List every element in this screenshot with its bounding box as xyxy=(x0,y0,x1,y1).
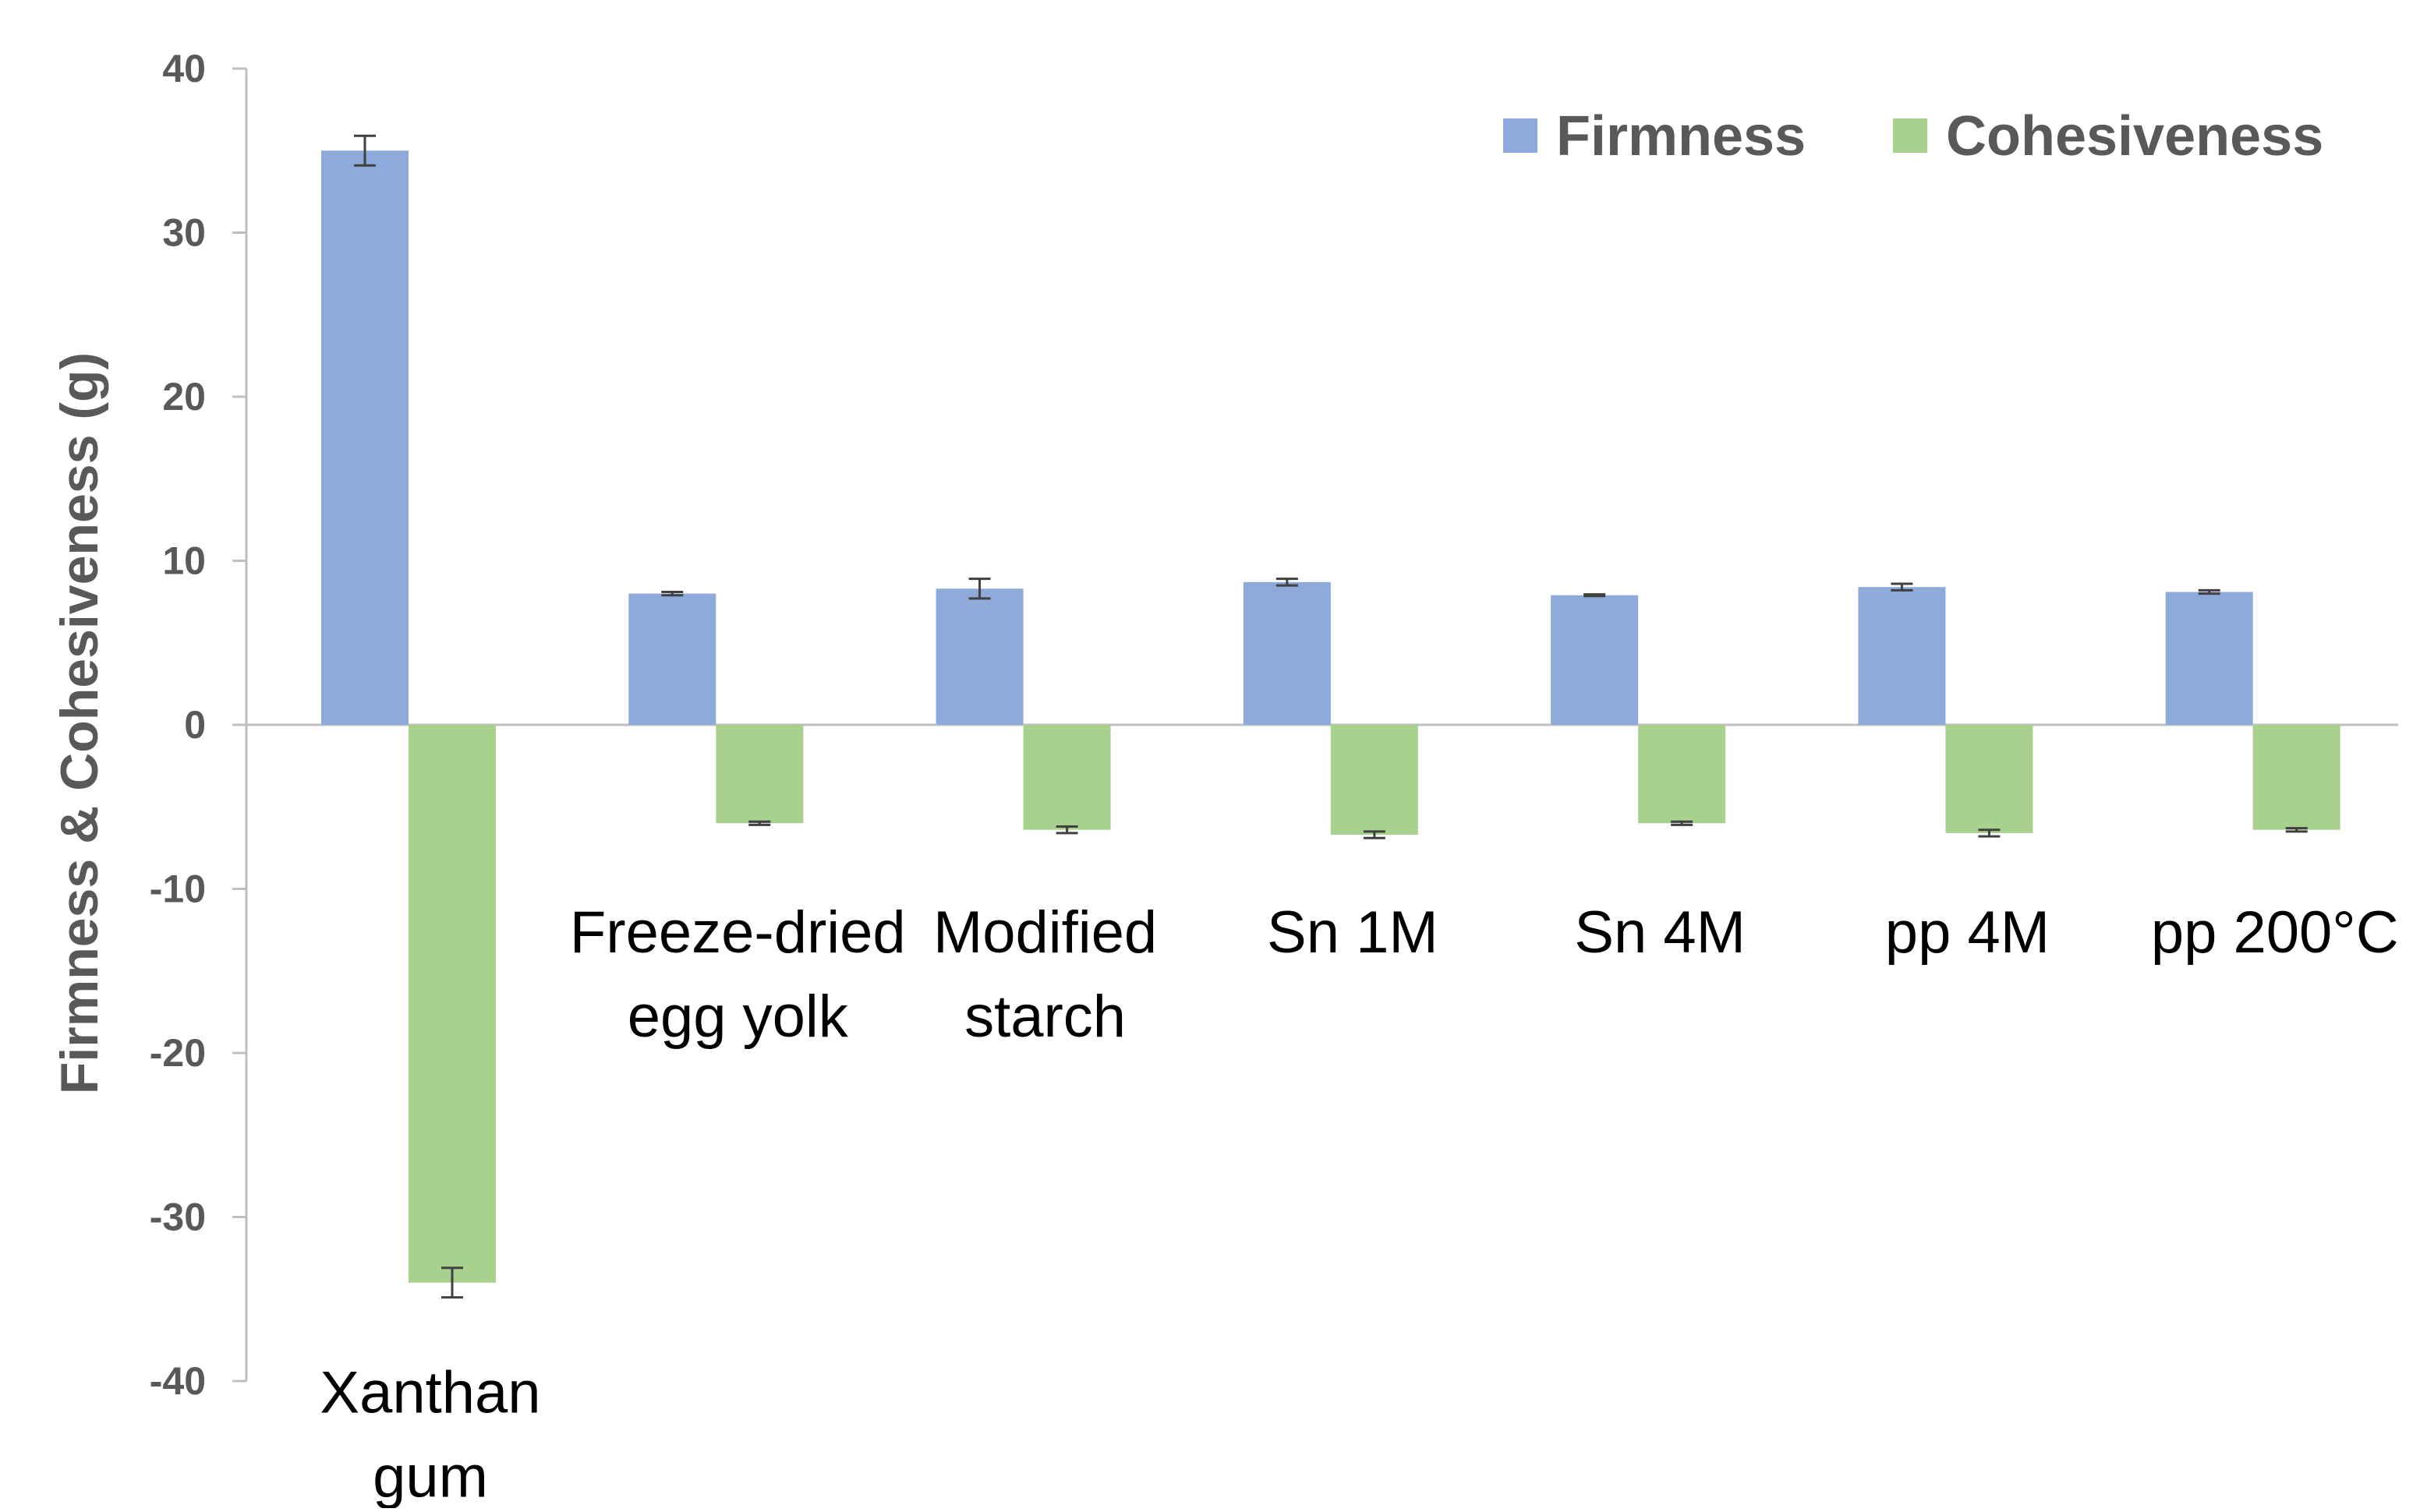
y-tick-label: -20 xyxy=(150,1031,206,1075)
legend-swatch-cohesiveness xyxy=(1893,118,1927,153)
bar-firmness xyxy=(1243,581,1331,725)
y-tick-label: 40 xyxy=(162,47,206,90)
bar-cohesiveness xyxy=(1330,725,1418,835)
category-label: Xanthan xyxy=(320,1360,540,1426)
category-label: Sn 4M xyxy=(1574,899,1746,966)
category-label: egg yolk xyxy=(628,984,849,1050)
y-tick-label: 30 xyxy=(162,211,206,255)
legend-label-cohesiveness: Cohesiveness xyxy=(1946,105,2323,168)
y-tick-label: -30 xyxy=(150,1196,206,1239)
y-tick-label: 20 xyxy=(162,375,206,419)
bar-cohesiveness xyxy=(716,725,804,824)
y-tick-label: 0 xyxy=(184,703,206,747)
category-labels: Xanthan gum Freeze-dried egg yolk Modified st… xyxy=(320,899,2399,1510)
category-label: pp 4M xyxy=(1885,899,2050,966)
bar-cohesiveness xyxy=(1945,725,2033,833)
legend-label-firmness: Firmness xyxy=(1556,105,1806,168)
bar-firmness xyxy=(2165,592,2253,725)
category-label: starch xyxy=(964,984,1126,1050)
category-label: Modified xyxy=(933,899,1157,966)
bar-cohesiveness xyxy=(2252,725,2340,830)
y-axis-title: Firmness & Cohesiveness (g) xyxy=(50,352,109,1094)
bars xyxy=(321,134,2340,1299)
bar-firmness xyxy=(936,588,1024,725)
y-tick-label: -10 xyxy=(150,867,206,911)
y-tick-label: -40 xyxy=(150,1359,206,1403)
bar-firmness xyxy=(628,593,716,725)
category-label: pp 200°C xyxy=(2151,899,2399,966)
bar-firmness xyxy=(1858,587,1946,725)
y-tick-label: 10 xyxy=(162,539,206,583)
category-label: Freeze-dried xyxy=(570,899,906,966)
category-label: Sn 1M xyxy=(1267,899,1438,966)
legend: Firmness Cohesiveness xyxy=(1503,105,2323,168)
bar-cohesiveness xyxy=(1023,725,1111,830)
category-label: gum xyxy=(373,1444,488,1508)
legend-swatch-firmness xyxy=(1503,118,1537,153)
bar-cohesiveness xyxy=(1638,725,1726,824)
bar-firmness xyxy=(321,150,409,725)
bar-firmness xyxy=(1551,595,1639,725)
bar-cohesiveness xyxy=(409,725,496,1283)
